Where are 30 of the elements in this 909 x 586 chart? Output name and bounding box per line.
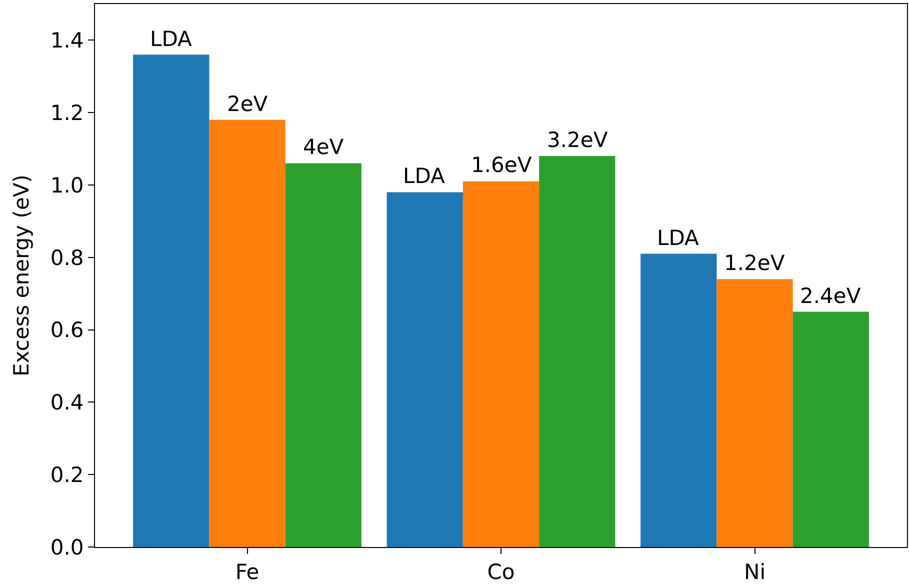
bar — [539, 156, 616, 547]
annotation: 1.2eV — [724, 251, 786, 275]
x-tick-label: Co — [487, 560, 515, 584]
y-tick-label: 1.0 — [50, 173, 84, 198]
bar — [209, 120, 286, 547]
y-tick-label: 1.2 — [50, 100, 84, 125]
bar — [716, 279, 793, 547]
bar — [462, 181, 540, 547]
bar — [640, 254, 717, 547]
annotation: LDA — [150, 27, 192, 51]
annotation: 3.2eV — [547, 128, 608, 152]
y-tick-label: 0.0 — [50, 535, 84, 560]
bar — [133, 54, 210, 547]
y-tick-label: 0.2 — [50, 462, 84, 487]
bar — [285, 163, 362, 547]
annotation: 4eV — [303, 135, 344, 159]
y-tick-label: 1.4 — [50, 28, 84, 53]
y-tick-label: 0.8 — [50, 246, 84, 270]
annotation: 2eV — [227, 92, 268, 116]
y-tick-label: 0.6 — [50, 318, 84, 342]
x-tick-label: Fe — [235, 560, 260, 584]
y-tick-label: 0.4 — [50, 390, 84, 415]
x-tick-label: Ni — [744, 560, 766, 584]
annotation: 2.4eV — [800, 284, 862, 308]
annotation: LDA — [403, 164, 446, 188]
bar — [386, 192, 463, 547]
annotation: LDA — [657, 226, 700, 250]
annotation: 1.6eV — [471, 153, 532, 177]
bar — [792, 312, 869, 547]
y-axis-title: Excess energy (eV) — [10, 174, 34, 376]
